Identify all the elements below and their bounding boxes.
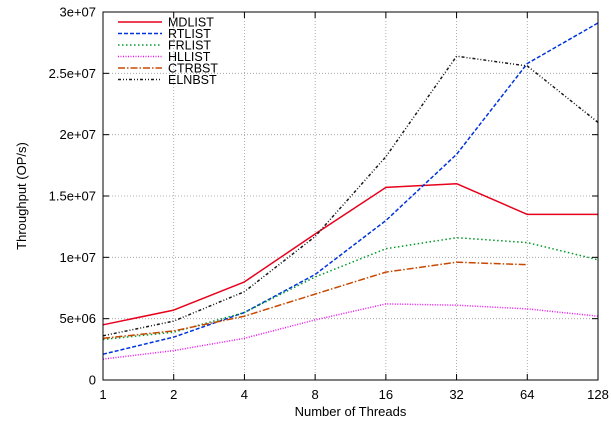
series-line-frlist [102, 236, 599, 341]
series-line-rtlist [102, 22, 599, 355]
series-line-elnbst [102, 55, 599, 337]
x-tick-label: 4 [241, 387, 248, 402]
grid [103, 12, 598, 380]
y-axis-title: Throughput (OP/s) [14, 142, 29, 250]
legend-label-elnbst: ELNBST [168, 73, 217, 87]
y-tick-label: 3e+07 [59, 5, 96, 20]
y-tick-labels: 0 5e+06 1e+07 1.5e+07 2e+07 2.5e+07 3e+07 [49, 5, 96, 388]
y-tick-label: 2e+07 [59, 127, 96, 142]
x-tick-labels: 1 2 4 8 16 32 64 128 [99, 387, 608, 402]
x-tick-label: 16 [379, 387, 393, 402]
legend-label-ctrbst: CTRBST [168, 61, 218, 75]
tick-marks [102, 11, 599, 381]
legend-label-hllist: HLLIST [168, 50, 211, 64]
x-tick-label: 128 [587, 387, 609, 402]
legend-label-mdlist: MDLIST [168, 15, 214, 29]
legend-label-frlist: FRLIST [168, 38, 211, 52]
series-line-mdlist [102, 182, 598, 326]
x-axis-title: Number of Threads [295, 404, 407, 419]
series-line-ctrbst [102, 261, 528, 340]
legend-label-rtlist: RTLIST [168, 27, 211, 41]
series-layer [102, 22, 599, 360]
y-tick-label: 1e+07 [59, 250, 96, 265]
x-tick-label: 2 [170, 387, 177, 402]
x-tick-label: 8 [312, 387, 319, 402]
y-tick-label: 2.5e+07 [49, 66, 96, 81]
x-tick-label: 64 [520, 387, 534, 402]
x-tick-label: 32 [449, 387, 463, 402]
y-tick-label: 1.5e+07 [49, 189, 96, 204]
series-line-hllist [102, 303, 599, 360]
y-tick-label: 5e+06 [59, 311, 96, 326]
y-tick-label: 0 [89, 373, 96, 388]
x-tick-label: 1 [99, 387, 106, 402]
